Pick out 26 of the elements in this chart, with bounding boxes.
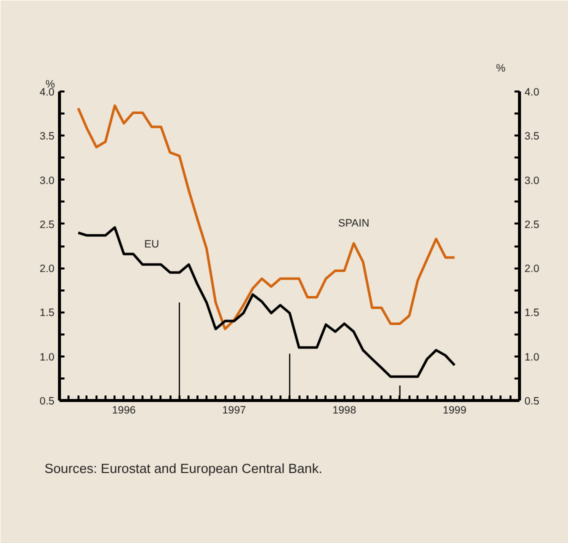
x-tick-label: 1998 — [332, 404, 356, 416]
y-tick-label: 0.5 — [40, 396, 55, 408]
y-tick-label: 3.0 — [40, 174, 55, 187]
series-label: EU — [144, 238, 160, 251]
y2-tick-label: 4.0 — [524, 86, 540, 98]
series-label: SPAIN — [338, 217, 370, 230]
y2-tick-label: 3.5 — [524, 130, 540, 143]
x-tick-label: 1996 — [112, 404, 136, 416]
y2-tick-label: 1.5 — [524, 307, 540, 320]
x-tick-label: 1999 — [442, 404, 466, 416]
y2-tick-label: 0.5 — [524, 396, 540, 408]
y-tick-label: 1.5 — [40, 307, 55, 320]
y-tick-label: 2.0 — [40, 263, 55, 276]
y2-tick-label: 3.0 — [524, 174, 540, 187]
line-series — [76, 226, 456, 378]
source-note: Sources: Eurostat and European Central Bank. — [44, 461, 322, 476]
y-tick-label: 3.5 — [40, 130, 55, 143]
y2-tick-label: 2.5 — [524, 218, 540, 231]
y-tick-label: 2.5 — [40, 218, 55, 231]
y2-tick-label: 2.0 — [524, 263, 540, 276]
y-tick-label: 1.0 — [40, 351, 55, 364]
y-tick-label: 4.0 — [40, 86, 55, 98]
y2-tick-label: 1.0 — [524, 351, 540, 364]
line-series — [76, 104, 456, 330]
y2-axis-title: % — [496, 62, 506, 74]
x-tick-label: 1997 — [222, 404, 246, 416]
